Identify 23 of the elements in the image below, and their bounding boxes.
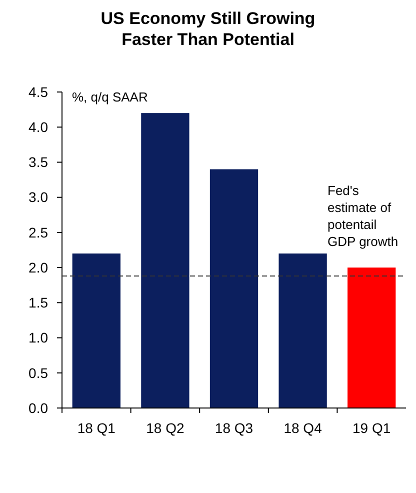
y-tick-label: 1.0 <box>28 330 48 346</box>
bar <box>72 254 120 408</box>
x-tick-label: 18 Q2 <box>146 420 184 436</box>
x-tick-label: 18 Q1 <box>77 420 116 436</box>
chart-title: US Economy Still Growing Faster Than Potential <box>100 9 316 49</box>
y-tick-label: 1.5 <box>28 294 48 311</box>
bar <box>348 268 396 408</box>
ref-line-label: Fed's estimate of potentail GDP growth <box>328 182 398 249</box>
y-tick-label: 3.0 <box>28 189 48 206</box>
x-tick-label: 18 Q4 <box>284 420 322 436</box>
bar <box>141 113 190 408</box>
y-tick-label: 2.5 <box>28 224 48 240</box>
y-tick-label: 4.0 <box>28 119 48 136</box>
annotation: %, q/q SAAR <box>72 90 148 105</box>
x-tick-label: 19 Q1 <box>352 420 391 436</box>
y-tick-label: 4.5 <box>28 84 48 100</box>
bar <box>278 254 327 408</box>
y-tick-label: 2.0 <box>28 259 48 276</box>
y-tick-label: 0.0 <box>28 400 48 416</box>
y-tick-label: 0.5 <box>28 364 48 381</box>
x-tick-label: 18 Q3 <box>214 420 254 436</box>
bar <box>210 169 258 408</box>
y-tick-label: 3.5 <box>28 154 48 170</box>
